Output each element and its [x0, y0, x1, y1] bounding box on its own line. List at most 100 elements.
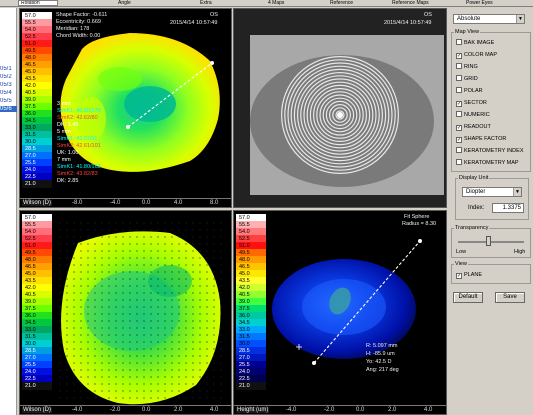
map-view-option-label: SHAPE FACTOR	[464, 136, 507, 142]
eye-label: OS	[424, 12, 432, 18]
list-item[interactable]: 05/3	[0, 82, 12, 88]
simk-readout-line: SimK2: 42.61/101	[57, 143, 101, 149]
scale-cell: 21.0	[22, 180, 52, 188]
map-view-option[interactable]: ✓ SECTOR	[456, 99, 487, 107]
axis-tick: -2.0	[110, 407, 121, 413]
scale-cell: 43.5	[22, 75, 52, 83]
scale-cell: 57.0	[22, 12, 52, 20]
map-view-option[interactable]: RING	[456, 63, 478, 71]
checkbox-unchecked[interactable]	[456, 75, 462, 81]
scale-cell: 33.0	[22, 326, 52, 334]
plane-label: PLANE	[464, 272, 483, 278]
scale-cell: 57.0	[236, 214, 266, 222]
map-view-option-label: POLAR	[464, 88, 483, 94]
display-unit-value: Diopter	[466, 189, 486, 195]
power-eyes-label[interactable]: Power Eyes	[466, 0, 493, 6]
display-unit-select[interactable]: Diopter ▼	[462, 187, 522, 197]
scale-cell: 25.5	[236, 361, 266, 369]
checkbox-unchecked[interactable]	[456, 39, 462, 45]
map-view-option[interactable]: KERATOMETRY INDEX	[456, 147, 524, 155]
curvature-map-graphic	[60, 33, 220, 172]
map-view-option[interactable]: ✓ READOUT	[456, 123, 491, 131]
four-maps-label[interactable]: 4 Maps	[268, 0, 285, 6]
simk-readout-line: SimK2: 42.62/80	[57, 115, 98, 121]
checkbox-unchecked[interactable]	[456, 159, 462, 165]
map-view-option[interactable]: GRID	[456, 75, 478, 83]
scale-cell: 21.0	[22, 382, 52, 390]
map-view-option[interactable]: ✓ SHAPE FACTOR	[456, 135, 506, 143]
list-item[interactable]: 05/5	[0, 98, 12, 104]
simk-readout-line: 3 mm	[57, 101, 71, 107]
map-view-option-label: GRID	[464, 76, 478, 82]
scale-cell: 55.5	[22, 19, 52, 27]
scale-cell: 27.0	[22, 152, 52, 160]
scale-cell: 24.0	[236, 368, 266, 376]
scale-cell: 33.0	[22, 124, 52, 132]
axis-tick: -4.0	[286, 407, 297, 413]
transparency-slider-thumb[interactable]	[486, 236, 491, 246]
display-unit-title: Display Unit	[458, 175, 490, 181]
checkbox-unchecked[interactable]	[456, 87, 462, 93]
list-item-selected[interactable]: 05/6	[0, 106, 17, 112]
map-view-title: Map View	[454, 29, 481, 35]
checkbox-unchecked[interactable]	[456, 63, 462, 69]
display-mode-select[interactable]: Absolute ▼	[453, 14, 525, 24]
transparency-slider-track[interactable]	[458, 241, 524, 243]
scale-cell: 49.5	[22, 47, 52, 55]
scale-cell: 28.5	[22, 145, 52, 153]
chevron-down-icon[interactable]: ▼	[516, 15, 524, 23]
scale-cell: 28.5	[236, 347, 266, 355]
reference-label[interactable]: Reference	[330, 0, 354, 6]
placido-ring-image[interactable]: OS 2015/4/14 10:57:49	[233, 8, 447, 208]
scale-cell: 49.5	[22, 249, 52, 257]
list-item[interactable]: 05/2	[0, 74, 12, 80]
checkbox-unchecked[interactable]	[456, 111, 462, 117]
plane-checkbox-row[interactable]: ✓ PLANE	[456, 271, 482, 279]
reference-maps-label[interactable]: Reference Maps	[392, 0, 429, 6]
tangential-curvature-map[interactable]: 57.0 55.5 54.0 52.5 51.0 49.5 48.0 46.5 45.0 43.5…	[19, 210, 232, 415]
checkbox-checked[interactable]: ✓	[456, 125, 462, 131]
scale-cell: 40.5	[22, 291, 52, 299]
scale-cell: 43.5	[22, 277, 52, 285]
simk-readout-line: SimK1: 41.07/11	[57, 136, 98, 142]
map-view-option[interactable]: ✓ COLOR MAP	[456, 51, 497, 59]
checkbox-checked[interactable]: ✓	[456, 101, 462, 107]
map-view-option[interactable]: BAK IMAGE	[456, 39, 494, 47]
extra-label: Extra	[200, 0, 212, 6]
elevation-map[interactable]: 57.0 55.5 54.0 52.5 51.0 49.5 48.0 46.5 45.0 43.5…	[233, 210, 447, 415]
axis-tick: 2.0	[174, 407, 183, 413]
scale-cell: 54.0	[236, 228, 266, 236]
default-button[interactable]: Default	[453, 292, 483, 303]
simk-readout-line: 7 mm	[57, 157, 71, 163]
axis-tick: 4.0	[424, 407, 433, 413]
scale-cell: 30.0	[236, 340, 266, 348]
plane-checkbox[interactable]: ✓	[456, 273, 462, 279]
axis-tick: 2.0	[388, 407, 397, 413]
map-view-option-label: COLOR MAP	[464, 52, 498, 58]
axial-curvature-map[interactable]: 57.0 55.5 54.0 52.5 51.0 49.5 48.0 46.5 45.0 43.5…	[19, 8, 232, 208]
checkbox-checked[interactable]: ✓	[456, 137, 462, 143]
save-button[interactable]: Save	[495, 292, 525, 303]
map-view-group: Map View BAK IMAGE ✓ COLOR MAP RING GRID POLA…	[451, 29, 531, 172]
map-view-option[interactable]: KERATOMETRY MAP	[456, 159, 519, 167]
list-item[interactable]: 05/1	[0, 66, 12, 72]
scale-cell: 36.0	[236, 312, 266, 320]
exam-date-list[interactable]: 05/1 05/2 05/3 05/4 05/5 05/6	[0, 8, 17, 415]
scale-cell: 40.5	[236, 291, 266, 299]
axis-tick: 4.0	[174, 200, 183, 206]
rotation-select[interactable]: Rotation	[18, 0, 58, 6]
chevron-down-icon[interactable]: ▼	[513, 188, 521, 196]
map-view-option[interactable]: NUMERIC	[456, 111, 490, 119]
scale-cell: 30.0	[22, 138, 52, 146]
map-view-option[interactable]: POLAR	[456, 87, 483, 95]
list-item[interactable]: 05/4	[0, 90, 12, 96]
scale-cell: 31.5	[22, 333, 52, 341]
meridian-readout: Meridian: 178	[56, 26, 90, 32]
checkbox-checked[interactable]: ✓	[456, 53, 462, 59]
scale-cell: 46.5	[22, 263, 52, 271]
checkbox-unchecked[interactable]	[456, 147, 462, 153]
scale-cell: 55.5	[236, 221, 266, 229]
scale-cell: 52.5	[22, 235, 52, 243]
refractive-index-input[interactable]: 1.3375	[492, 203, 524, 213]
scale-cell: 22.5	[22, 375, 52, 383]
